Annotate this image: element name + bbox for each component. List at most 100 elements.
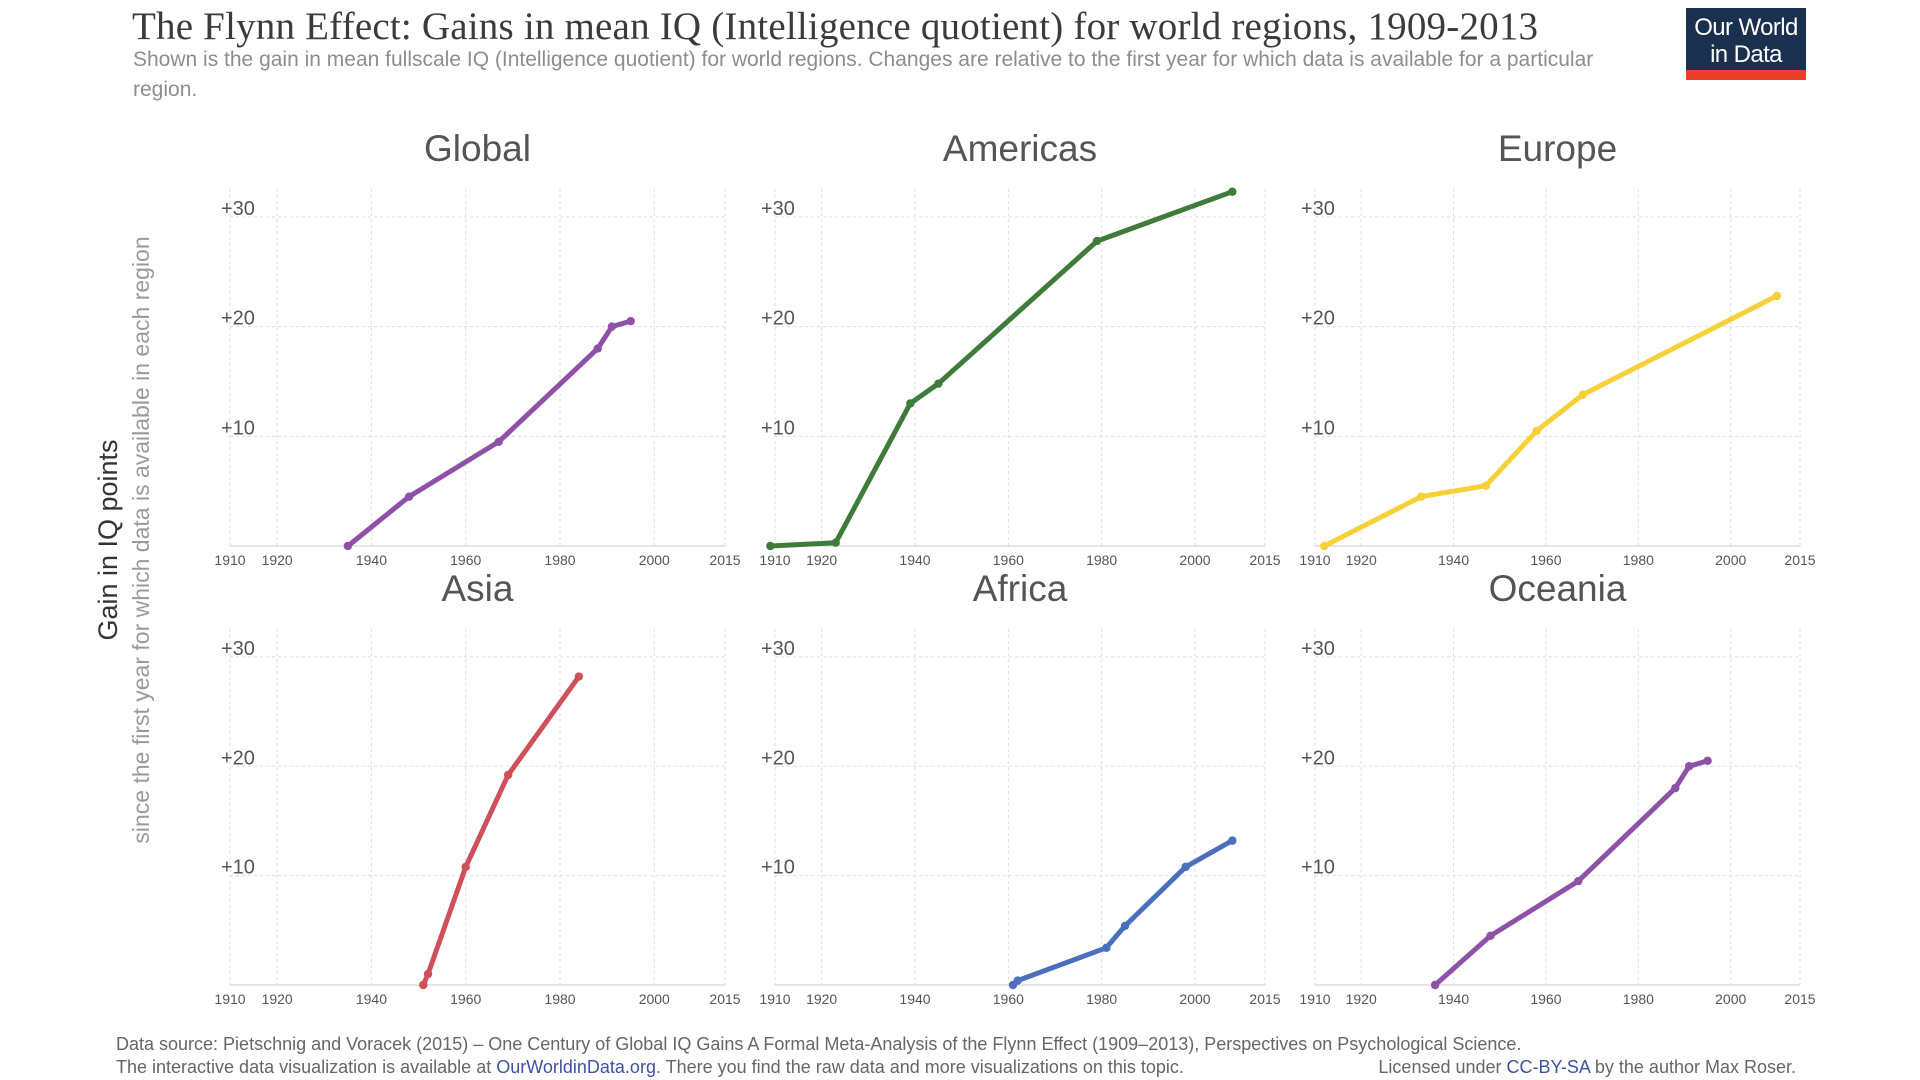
data-point (934, 379, 943, 388)
series-line-europe (1321, 293, 1780, 549)
data-point (1574, 876, 1583, 886)
data-point (419, 980, 428, 990)
data-point (1772, 291, 1782, 301)
data-point (1578, 390, 1588, 399)
data-point (1228, 836, 1237, 845)
panel-title: Global (424, 128, 531, 169)
x-tick-label: 1940 (899, 991, 930, 1007)
series-line-oceania (1432, 758, 1711, 988)
x-tick-label: 1980 (544, 552, 575, 568)
y-tick-label: +20 (221, 308, 255, 330)
data-point (404, 492, 414, 501)
data-point (1430, 980, 1440, 990)
y-tick-label: +20 (761, 308, 795, 330)
x-tick-label: 2000 (1715, 991, 1746, 1007)
data-point (1013, 976, 1022, 985)
x-tick-label: 1960 (1530, 552, 1561, 568)
y-tick-label: +10 (221, 857, 255, 879)
owid-logo[interactable]: Our World in Data (1686, 8, 1806, 80)
x-tick-label: 1910 (1299, 552, 1330, 568)
x-tick-label: 1940 (356, 552, 387, 568)
x-tick-label: 2015 (1784, 552, 1815, 568)
data-point (626, 316, 635, 326)
logo-line-2: in Data (1710, 41, 1782, 68)
x-tick-label: 1920 (1346, 552, 1377, 568)
x-tick-label: 2015 (1249, 552, 1280, 568)
x-tick-label: 1980 (1623, 991, 1654, 1007)
x-tick-label: 1940 (356, 991, 387, 1007)
x-tick-label: 1960 (993, 552, 1024, 568)
chart-subtitle: Shown is the gain in mean fullscale IQ (… (133, 48, 1594, 101)
data-point (1102, 943, 1111, 953)
x-tick-label: 1960 (993, 991, 1024, 1007)
y-tick-label: +10 (1301, 857, 1335, 879)
data-point (831, 538, 840, 547)
y-tick-label: +30 (1301, 198, 1335, 220)
x-tick-label: 2000 (1179, 552, 1210, 568)
x-tick-label: 1980 (1623, 552, 1654, 568)
x-tick-label: 1960 (450, 991, 481, 1007)
owid-link[interactable]: OurWorldinData.org (496, 1057, 656, 1077)
y-tick-label: +30 (221, 638, 255, 660)
y-tick-label: +30 (761, 198, 795, 220)
x-tick-label: 2000 (639, 991, 670, 1007)
logo-accent-bar (1686, 70, 1806, 80)
y-tick-label: +30 (761, 638, 795, 660)
data-point (461, 862, 470, 872)
license-note: Licensed under CC-BY-SA by the author Ma… (1378, 1056, 1796, 1079)
data-source: Data source: Pietschnig and Voracek (201… (116, 1034, 1522, 1054)
x-tick-label: 1920 (1346, 991, 1377, 1007)
y-tick-label: +10 (1301, 417, 1335, 439)
data-point (1092, 236, 1102, 246)
panel-title: Africa (973, 568, 1068, 609)
y-tick-label: +30 (221, 198, 255, 220)
data-point (1703, 756, 1712, 765)
x-tick-label: 1940 (1438, 552, 1469, 568)
y-tick-label: +10 (761, 857, 795, 879)
y-tick-label: +30 (1301, 638, 1335, 660)
series-line-global (345, 318, 634, 549)
x-tick-label: 1920 (262, 552, 293, 568)
data-point (766, 541, 775, 551)
x-tick-label: 1910 (759, 991, 790, 1007)
x-tick-label: 1960 (450, 552, 481, 568)
interactive-note-suffix: . There you find the raw data and more v… (655, 1057, 1184, 1077)
data-point (423, 969, 433, 979)
x-tick-label: 1910 (214, 991, 245, 1007)
x-tick-label: 2015 (1249, 991, 1280, 1007)
data-point (1181, 862, 1190, 872)
x-tick-label: 1910 (214, 552, 245, 568)
chart-title: The Flynn Effect: Gains in mean IQ (Inte… (132, 5, 1539, 48)
x-tick-label: 1980 (1086, 552, 1117, 568)
data-point (574, 672, 584, 681)
data-point (906, 399, 915, 408)
series-line-americas (767, 189, 1235, 549)
panel-title: Asia (442, 568, 514, 609)
y-tick-label: +20 (1301, 747, 1335, 769)
data-point (607, 322, 617, 331)
interactive-note-prefix: The interactive data visualization is av… (116, 1057, 497, 1077)
data-point (1320, 541, 1329, 551)
x-tick-label: 1940 (1438, 991, 1469, 1007)
x-tick-label: 2000 (1179, 991, 1210, 1007)
y-tick-label: +20 (1301, 308, 1335, 330)
x-tick-label: 1960 (1530, 991, 1561, 1007)
data-point (1486, 931, 1495, 940)
y-tick-label: +10 (761, 417, 795, 439)
data-point (593, 344, 602, 353)
license-link[interactable]: CC-BY-SA (1506, 1057, 1590, 1077)
series-line-africa (1010, 838, 1235, 988)
data-point (1417, 492, 1426, 501)
x-tick-label: 2015 (1784, 991, 1815, 1007)
x-tick-label: 1920 (806, 552, 837, 568)
x-tick-label: 1910 (759, 552, 790, 568)
logo-line-1: Our World (1694, 14, 1798, 41)
x-tick-label: 1980 (1086, 991, 1117, 1007)
x-tick-label: 1980 (544, 991, 575, 1007)
x-tick-label: 2015 (709, 991, 740, 1007)
x-tick-label: 1920 (262, 991, 293, 1007)
data-point (1120, 921, 1130, 931)
data-point (1671, 783, 1680, 793)
data-point (1684, 762, 1694, 771)
